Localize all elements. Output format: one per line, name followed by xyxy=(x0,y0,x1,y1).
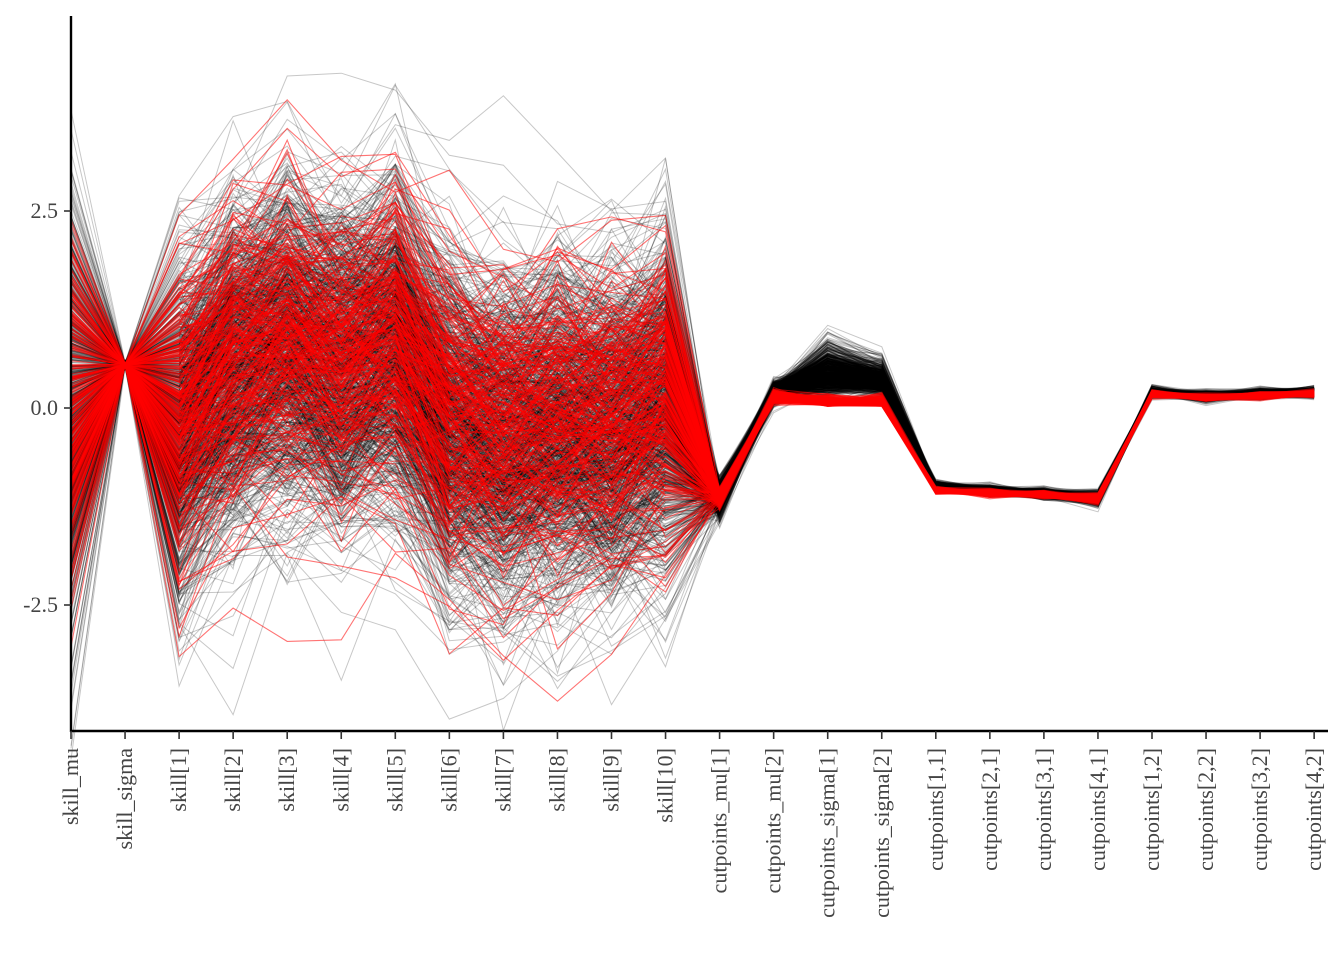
x-tick-label: cutpoints[1,1] xyxy=(923,748,948,871)
x-tick-label: cutpoints[1,2] xyxy=(1139,748,1164,871)
x-tick-label: cutpoints[2,1] xyxy=(977,748,1002,871)
x-tick-label: skill[9] xyxy=(599,748,624,812)
x-tick-label: cutpoints[2,2] xyxy=(1193,748,1218,871)
x-tick-label: cutpoints_mu[2] xyxy=(761,748,786,893)
x-tick-label: cutpoints[4,2] xyxy=(1301,748,1326,871)
x-tick-label: skill[5] xyxy=(382,748,407,812)
x-tick-label: skill_mu xyxy=(58,748,83,825)
x-tick-label: skill[7] xyxy=(490,748,515,812)
x-tick-label: skill[4] xyxy=(328,748,353,812)
x-tick-label: skill[2] xyxy=(220,748,245,812)
y-tick-label: 2.5 xyxy=(31,198,59,223)
y-tick-label: -2.5 xyxy=(23,592,58,617)
x-tick-label: skill[1] xyxy=(166,748,191,812)
x-tick-label: cutpoints[3,2] xyxy=(1247,748,1272,871)
x-axis-ticks: skill_mu skill_sigma skill[1] skill[2] skill… xyxy=(58,731,1326,918)
x-tick-label: skill[8] xyxy=(544,748,569,812)
x-tick-label: cutpoints_sigma[2] xyxy=(869,748,894,918)
x-tick-label: cutpoints_mu[1] xyxy=(707,748,732,893)
y-axis-ticks: 2.5 0.0 -2.5 xyxy=(23,198,71,617)
x-tick-label: skill[6] xyxy=(436,748,461,812)
x-tick-label: skill[3] xyxy=(274,748,299,812)
x-tick-label: cutpoints[4,1] xyxy=(1085,748,1110,871)
x-tick-label: skill_sigma xyxy=(112,748,137,850)
x-tick-label: skill[10] xyxy=(653,748,678,823)
y-tick-label: 0.0 xyxy=(31,395,59,420)
parallel-coordinates-chart: 2.50.0-2.5 skill_mu skill_sigma skill[1] sk… xyxy=(0,0,1344,960)
x-tick-label: cutpoints[3,1] xyxy=(1031,748,1056,871)
x-tick-label: cutpoints_sigma[1] xyxy=(815,748,840,918)
